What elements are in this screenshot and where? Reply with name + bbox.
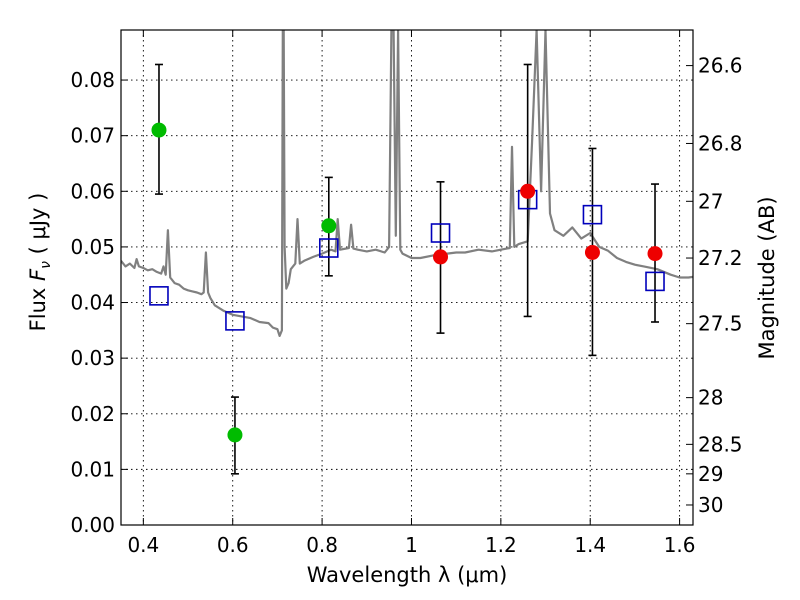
marker-layer (149, 122, 665, 443)
x-tick-label: 0.6 (217, 533, 249, 557)
ticks: 0.4 0.6 0.8 1 1.2 1.4 1.6 0.00 0.01 0.02 0.03 0.04 0… (70, 30, 743, 557)
x-tick-label: 1.4 (574, 533, 606, 557)
y-axis-label-prefix: Flux (26, 281, 50, 331)
model-square (149, 286, 169, 306)
model-square (645, 271, 665, 292)
model-square (318, 238, 339, 258)
green-point (227, 427, 243, 443)
y-tick-label: 0.00 (70, 513, 115, 537)
green-point (321, 218, 337, 234)
grid (121, 30, 693, 525)
right-axis-tick-label: 28 (698, 386, 723, 410)
right-axis-tick-label: 27 (698, 189, 723, 213)
x-tick-label: 0.4 (127, 533, 159, 557)
y-tick-label: 0.02 (70, 402, 115, 426)
spectrum-line (121, 30, 693, 337)
red-point (433, 249, 449, 265)
spectrum-layer (121, 30, 693, 337)
model-square (430, 223, 451, 243)
y-tick-label: 0.01 (70, 457, 115, 481)
y-axis-label: Flux Fν ( μJy ) (26, 193, 54, 332)
right-axis-tick-label: 27.2 (698, 246, 743, 270)
y-tick-label: 0.03 (70, 346, 115, 370)
red-point (647, 246, 663, 262)
red-point (584, 244, 600, 260)
right-axis-tick-label: 29 (698, 462, 723, 486)
green-point (151, 122, 167, 138)
right-axis-label: Magnitude (AB) (755, 196, 779, 359)
x-tick-label: 0.8 (306, 533, 338, 557)
x-tick-label: 1 (405, 533, 418, 557)
right-axis-tick-label: 26.8 (698, 131, 743, 155)
right-axis-tick-label: 28.5 (698, 432, 743, 456)
y-tick-label: 0.07 (70, 124, 115, 148)
y-axis-label-sub: ν (38, 261, 54, 269)
model-square (582, 204, 603, 225)
y-tick-label: 0.06 (70, 179, 115, 203)
x-tick-label: 1.2 (485, 533, 517, 557)
right-axis-tick-label: 27.5 (698, 312, 743, 336)
x-tick-label: 1.6 (664, 533, 696, 557)
y-axis-label-suffix: ( μJy ) (26, 193, 50, 261)
y-tick-label: 0.05 (70, 235, 115, 259)
right-axis-tick-label: 26.6 (698, 54, 743, 78)
y-tick-label: 0.04 (70, 291, 115, 315)
right-axis-tick-label: 30 (698, 493, 723, 517)
plot-frame (120, 29, 694, 526)
y-tick-label: 0.08 (70, 68, 115, 92)
red-point (520, 183, 536, 199)
x-axis-label: Wavelength λ (μm) (307, 563, 508, 587)
model-square (225, 311, 245, 331)
y-axis-label-var: F (26, 268, 50, 281)
